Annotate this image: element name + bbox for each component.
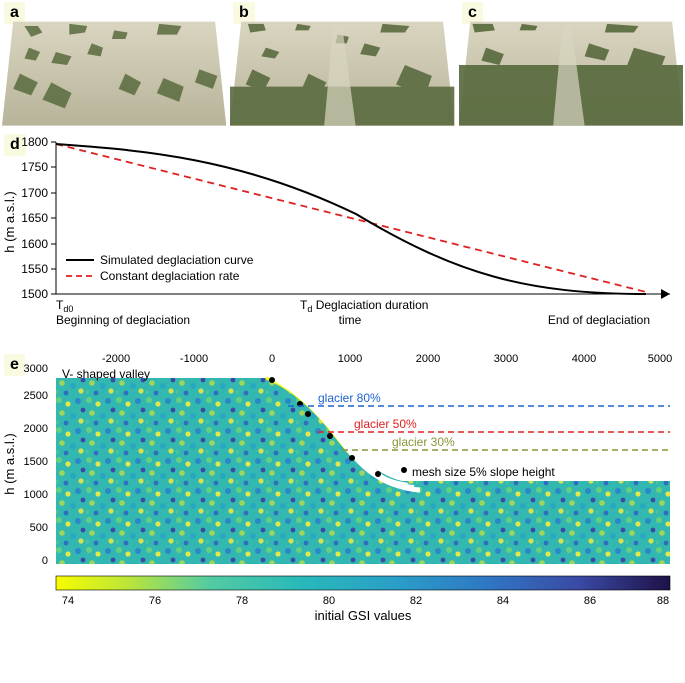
- svg-text:2000: 2000: [24, 423, 48, 435]
- svg-text:1600: 1600: [21, 237, 48, 251]
- svg-text:1500: 1500: [24, 456, 48, 468]
- chart-d-xlabels: Td0 Beginning of deglaciation Td Deglaci…: [56, 298, 650, 327]
- svg-text:1550: 1550: [21, 262, 48, 276]
- svg-text:2000: 2000: [416, 353, 440, 365]
- chart-e-mesh-label: mesh size 5% slope height: [412, 465, 555, 479]
- svg-text:Td0: Td0: [56, 298, 73, 314]
- chart-e: -2000 -1000 0 1000 2000 3000 4000 5000 d…: [0, 348, 685, 628]
- colorbar: 74 76 78 80 82 84 86 88 initial GSI valu…: [56, 576, 670, 623]
- svg-text:0: 0: [42, 555, 48, 567]
- svg-text:End of deglaciation: End of deglaciation: [548, 313, 650, 327]
- svg-text:82: 82: [410, 595, 422, 607]
- svg-text:Beginning of deglaciation: Beginning of deglaciation: [56, 313, 190, 327]
- terrain-a: [2, 0, 226, 130]
- svg-text:88: 88: [657, 595, 669, 607]
- colorbar-label: initial GSI values: [315, 608, 412, 623]
- svg-text:Simulated deglaciation curve: Simulated deglaciation curve: [100, 253, 254, 267]
- svg-text:Constant deglaciation rate: Constant deglaciation rate: [100, 269, 240, 283]
- terrain-row: a b c: [0, 0, 685, 130]
- svg-text:3000: 3000: [24, 363, 48, 375]
- svg-text:1000: 1000: [338, 353, 362, 365]
- svg-text:1750: 1750: [21, 160, 48, 174]
- svg-text:1500: 1500: [21, 287, 48, 301]
- svg-text:4000: 4000: [572, 353, 596, 365]
- svg-text:3000: 3000: [494, 353, 518, 365]
- svg-text:1800: 1800: [21, 135, 48, 149]
- svg-text:glacier 50%: glacier 50%: [354, 417, 417, 431]
- chart-d-legend: Simulated deglaciation curve Constant de…: [66, 253, 254, 283]
- svg-text:time: time: [339, 313, 362, 327]
- svg-text:2500: 2500: [24, 390, 48, 402]
- svg-text:-2000: -2000: [102, 353, 130, 365]
- svg-text:78: 78: [236, 595, 248, 607]
- svg-text:76: 76: [149, 595, 161, 607]
- svg-text:Td Deglaciation duration: Td Deglaciation duration: [300, 298, 428, 314]
- svg-text:1000: 1000: [24, 489, 48, 501]
- chart-d: 1500 1550 1600 1650 1700 1750 1800 h (m …: [0, 132, 685, 346]
- svg-text:80: 80: [323, 595, 335, 607]
- chart-d-ylabel: h (m a.s.l.): [2, 191, 17, 252]
- chart-e-yaxis: 0 500 1000 1500 2000 2500 3000 h (m a.s.…: [2, 363, 48, 567]
- svg-text:500: 500: [30, 522, 48, 534]
- svg-text:glacier 80%: glacier 80%: [318, 391, 381, 405]
- svg-text:74: 74: [62, 595, 74, 607]
- svg-text:1700: 1700: [21, 186, 48, 200]
- svg-text:glacier 30%: glacier 30%: [392, 435, 455, 449]
- svg-text:86: 86: [584, 595, 596, 607]
- terrain-b: [230, 0, 454, 130]
- svg-text:0: 0: [269, 353, 275, 365]
- svg-text:h (m a.s.l.): h (m a.s.l.): [2, 433, 17, 494]
- svg-text:5000: 5000: [648, 353, 672, 365]
- svg-text:1650: 1650: [21, 211, 48, 225]
- svg-text:84: 84: [497, 595, 509, 607]
- svg-text:-1000: -1000: [180, 353, 208, 365]
- terrain-c: [459, 0, 683, 130]
- chart-e-valley-label: V- shaped valley: [62, 367, 150, 381]
